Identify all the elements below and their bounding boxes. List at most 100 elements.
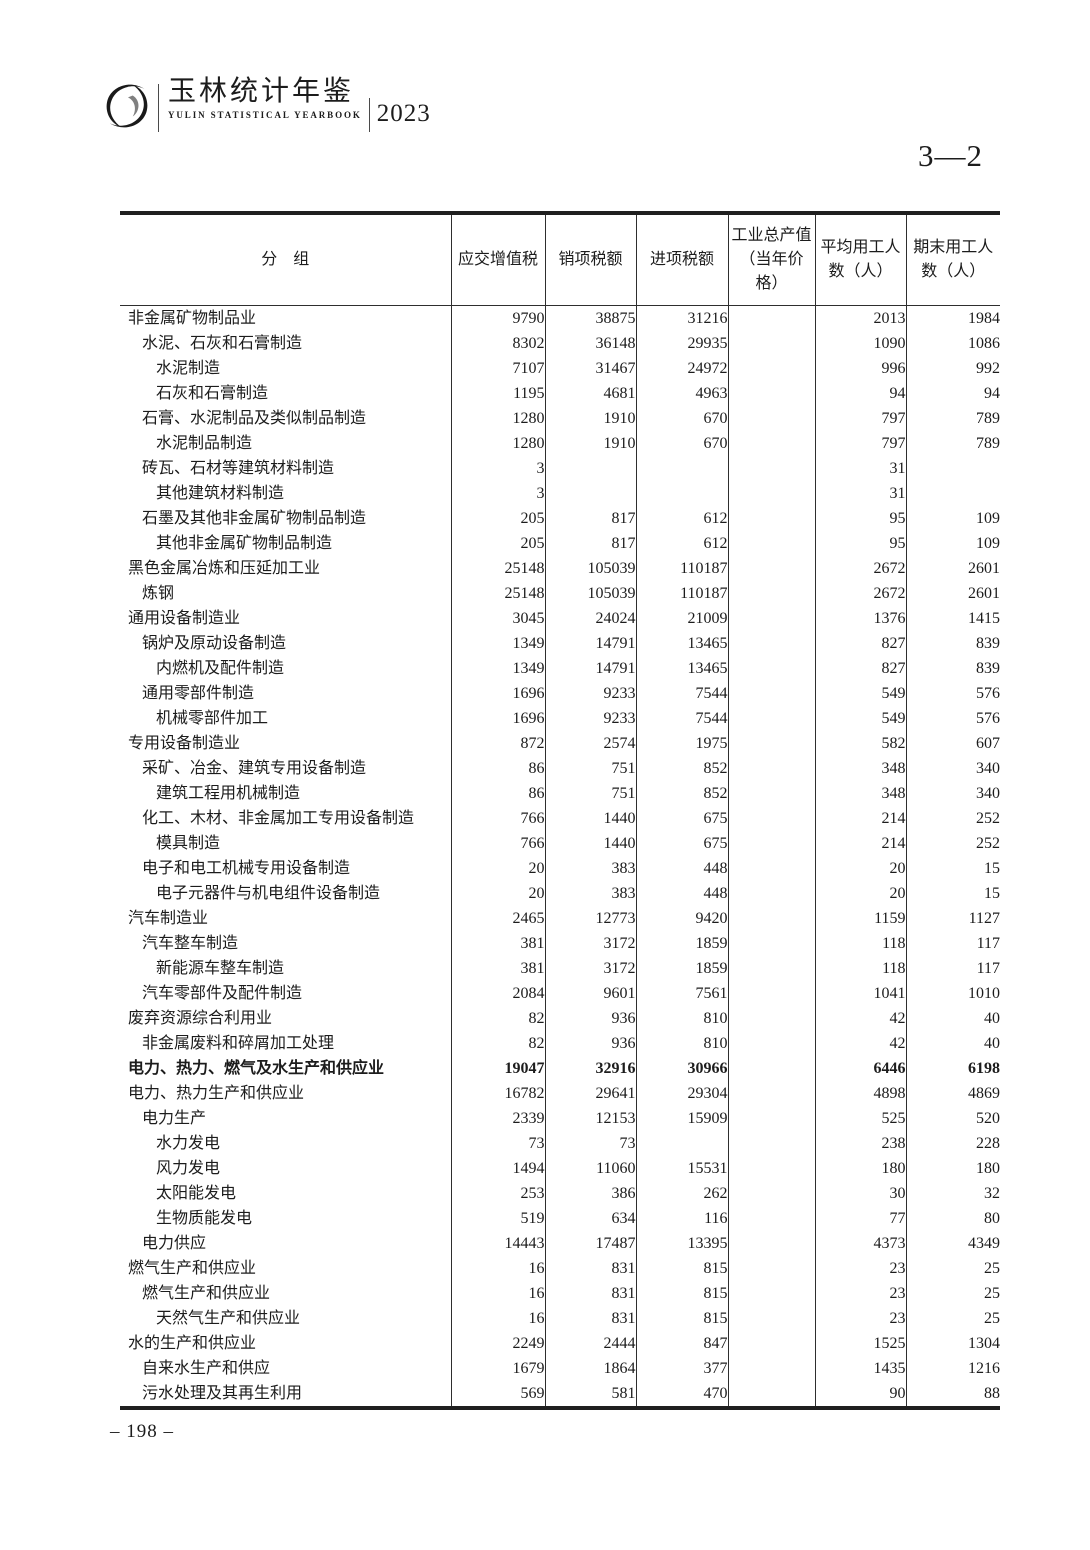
cell-output-tax: 386 [544, 1181, 636, 1206]
table-row: 废弃资源综合利用业 82 936 810 42 40 [120, 1006, 1000, 1031]
cell-avg-workers: 582 [814, 731, 906, 756]
cell-avg-workers: 4898 [814, 1081, 906, 1106]
cell-output-tax: 751 [544, 781, 636, 806]
table-row: 水泥制品制造 1280 1910 670 797 789 [120, 431, 1000, 456]
cell-avg-workers: 1525 [814, 1331, 906, 1356]
cell-output-tax: 1864 [544, 1356, 636, 1381]
cell-vat-payable: 2084 [450, 981, 545, 1006]
cell-avg-workers: 42 [814, 1006, 906, 1031]
cell-output-tax: 1440 [544, 806, 636, 831]
cell-vat-payable: 86 [450, 756, 545, 781]
cell-gross-output-value [727, 981, 815, 1006]
table-row: 汽车制造业 2465 12773 9420 1159 1127 [120, 906, 1000, 931]
cell-gross-output-value [727, 1256, 815, 1281]
cell-end-workers: 340 [905, 781, 1000, 806]
cell-end-workers: 15 [905, 881, 1000, 906]
cell-end-workers: 992 [905, 356, 1000, 381]
cell-input-tax: 15909 [635, 1106, 728, 1131]
cell-input-tax: 448 [635, 881, 728, 906]
cell-output-tax: 38875 [544, 305, 636, 331]
brand-titles: 玉林统计年鉴 YULIN STATISTICAL YEARBOOK [168, 76, 362, 120]
row-label: 其他建筑材料制造 [156, 485, 285, 502]
table-row: 自来水生产和供应 1679 1864 377 1435 1216 [120, 1356, 1000, 1381]
table-row: 水力发电 73 73 238 228 [120, 1131, 1000, 1156]
brand-header: 玉林统计年鉴 YULIN STATISTICAL YEARBOOK 2023 [103, 76, 431, 132]
cell-vat-payable: 1280 [450, 406, 545, 431]
cell-output-tax: 24024 [544, 606, 636, 631]
cell-input-tax: 670 [635, 431, 728, 456]
table-row: 电力供应 14443 17487 13395 4373 4349 [120, 1231, 1000, 1256]
cell-end-workers: 1415 [905, 606, 1000, 631]
cell-output-tax: 36148 [544, 331, 636, 356]
cell-input-tax: 15531 [635, 1156, 728, 1181]
cell-end-workers: 25 [905, 1306, 1000, 1331]
cell-end-workers [905, 481, 1000, 506]
header-input-tax: 进项税额 [635, 213, 728, 306]
cell-avg-workers: 31 [814, 456, 906, 481]
row-label: 其他非金属矿物制品制造 [156, 535, 333, 552]
row-label: 新能源车整车制造 [156, 960, 285, 977]
cell-gross-output-value [727, 1206, 815, 1231]
cell-avg-workers: 6446 [814, 1056, 906, 1081]
cell-vat-payable: 82 [450, 1031, 545, 1056]
table-row: 汽车整车制造 381 3172 1859 118 117 [120, 931, 1000, 956]
cell-vat-payable: 16 [450, 1281, 545, 1306]
cell-output-tax: 12773 [544, 906, 636, 931]
cell-gross-output-value [727, 631, 815, 656]
cell-input-tax: 377 [635, 1356, 728, 1381]
table-row: 其他建筑材料制造 3 31 [120, 481, 1000, 506]
table-row: 化工、木材、非金属加工专用设备制造 766 1440 675 214 252 [120, 806, 1000, 831]
cell-avg-workers: 348 [814, 781, 906, 806]
table-row: 风力发电 1494 11060 15531 180 180 [120, 1156, 1000, 1181]
header-avg-workers: 平均用工人 数（人） [814, 213, 906, 306]
cell-output-tax: 32916 [544, 1056, 636, 1081]
row-label: 生物质能发电 [156, 1210, 253, 1227]
cell-avg-workers: 2672 [814, 556, 906, 581]
brand-year: 2023 [376, 100, 431, 127]
table-row: 非金属矿物制品业 9790 38875 31216 2013 1984 [120, 305, 1000, 331]
cell-vat-payable: 1280 [450, 431, 545, 456]
cell-input-tax: 815 [635, 1256, 728, 1281]
cell-gross-output-value [727, 1231, 815, 1256]
cell-output-tax: 17487 [544, 1231, 636, 1256]
cell-end-workers: 2601 [905, 581, 1000, 606]
cell-output-tax: 831 [544, 1306, 636, 1331]
row-label: 自来水生产和供应 [142, 1360, 271, 1377]
cell-output-tax: 936 [544, 1006, 636, 1031]
row-label: 黑色金属冶炼和压延加工业 [128, 560, 321, 577]
cell-output-tax: 105039 [544, 556, 636, 581]
cell-gross-output-value [727, 906, 815, 931]
cell-vat-payable: 1696 [450, 681, 545, 706]
cell-output-tax: 2444 [544, 1331, 636, 1356]
cell-gross-output-value [727, 931, 815, 956]
cell-end-workers: 228 [905, 1131, 1000, 1156]
table-row: 燃气生产和供应业 16 831 815 23 25 [120, 1281, 1000, 1306]
row-label: 水力发电 [156, 1135, 221, 1152]
header-gross-output-value: 工业总产值 （当年价格） [727, 213, 815, 306]
cell-gross-output-value [727, 1281, 815, 1306]
cell-gross-output-value [727, 1031, 815, 1056]
cell-avg-workers: 797 [814, 431, 906, 456]
cell-end-workers: 1086 [905, 331, 1000, 356]
cell-end-workers: 40 [905, 1006, 1000, 1031]
cell-vat-payable: 205 [450, 531, 545, 556]
row-label: 燃气生产和供应业 [142, 1285, 271, 1302]
cell-input-tax: 675 [635, 831, 728, 856]
cell-avg-workers: 2672 [814, 581, 906, 606]
cell-output-tax: 9601 [544, 981, 636, 1006]
yearbook-logo-icon [103, 80, 151, 132]
cell-avg-workers: 214 [814, 806, 906, 831]
cell-input-tax: 7544 [635, 681, 728, 706]
cell-gross-output-value [727, 1306, 815, 1331]
cell-gross-output-value [727, 506, 815, 531]
cell-input-tax: 29935 [635, 331, 728, 356]
cell-output-tax: 3172 [544, 931, 636, 956]
cell-avg-workers: 827 [814, 656, 906, 681]
cell-input-tax: 7561 [635, 981, 728, 1006]
cell-input-tax: 4963 [635, 381, 728, 406]
cell-input-tax: 262 [635, 1181, 728, 1206]
cell-vat-payable: 381 [450, 931, 545, 956]
cell-vat-payable: 82 [450, 1006, 545, 1031]
cell-input-tax: 847 [635, 1331, 728, 1356]
cell-input-tax: 13465 [635, 631, 728, 656]
